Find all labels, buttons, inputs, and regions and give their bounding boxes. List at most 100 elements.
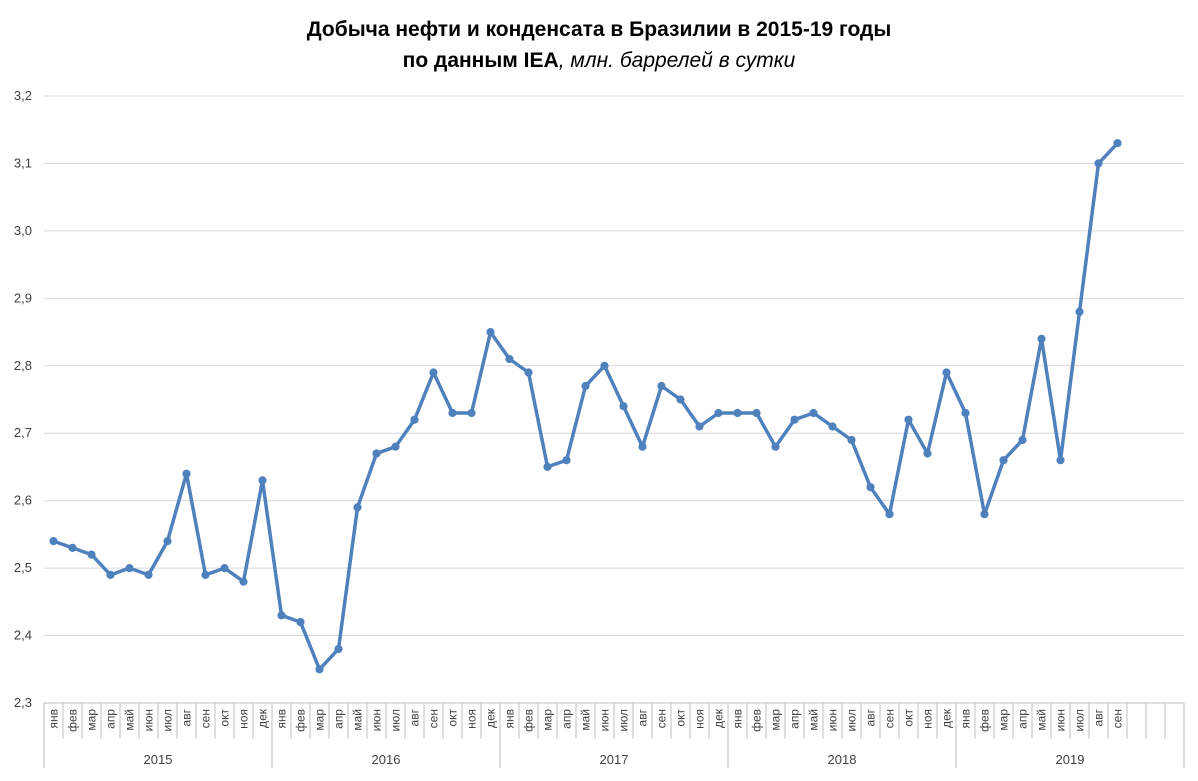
data-point	[676, 395, 685, 404]
data-point	[163, 537, 172, 546]
y-tick-label: 2,3	[14, 695, 32, 710]
data-point	[1113, 139, 1122, 148]
x-tick-label: мар	[313, 709, 327, 731]
data-point	[999, 456, 1008, 465]
x-tick-label: июн	[826, 709, 840, 731]
data-point	[353, 503, 362, 512]
data-point	[68, 543, 77, 553]
x-tick-label: июл	[389, 709, 403, 731]
grid-lines	[44, 95, 1184, 637]
data-point	[657, 381, 666, 391]
x-tick-label: сен	[883, 709, 897, 728]
x-tick-label: окт	[902, 709, 916, 727]
y-axis: 2,3 2,4 2,5 2,6 2,7 2,8 2,9 3,0 3,1 3,2	[14, 88, 32, 710]
data-point	[201, 570, 210, 580]
y-tick-label: 2,9	[14, 290, 32, 305]
x-tick-label: янв	[731, 709, 745, 729]
x-tick-label: янв	[275, 709, 289, 729]
y-tick-label: 2,4	[14, 628, 32, 643]
data-point	[315, 665, 324, 674]
data-point	[581, 381, 590, 391]
x-tick-label: янв	[503, 709, 517, 729]
x-tick-label: фев	[750, 709, 764, 732]
series-line	[51, 141, 1120, 672]
data-point	[600, 361, 609, 370]
x-tick-label: мар	[85, 709, 99, 731]
data-point	[467, 408, 476, 418]
x-tick-label: авг	[864, 708, 878, 726]
x-tick-label: май	[807, 709, 821, 731]
x-tick-label: дек	[712, 708, 726, 728]
data-point	[1094, 159, 1103, 168]
x-tick-label: дек	[940, 708, 954, 728]
data-point	[144, 570, 153, 580]
data-point	[771, 442, 780, 451]
year-label: 2018	[828, 752, 857, 767]
x-tick-label: сен	[1111, 709, 1125, 728]
data-point	[714, 408, 723, 418]
x-tick-label: ноя	[465, 709, 479, 729]
data-point	[562, 456, 571, 465]
x-tick-label: июл	[845, 709, 859, 731]
x-tick-label: авг	[636, 708, 650, 726]
x-tick-label: авг	[180, 708, 194, 726]
data-point	[847, 435, 856, 445]
year-label: 2017	[600, 752, 629, 767]
x-tick-label: мар	[769, 709, 783, 731]
data-point	[258, 476, 267, 485]
data-point	[220, 564, 229, 573]
data-point	[239, 577, 248, 586]
x-tick-label: окт	[218, 709, 232, 727]
data-point	[87, 550, 96, 559]
x-tick-label: сен	[655, 709, 669, 728]
x-tick-label: июн	[1054, 709, 1068, 731]
data-point	[752, 408, 761, 418]
x-tick-label: апр	[560, 709, 574, 729]
y-tick-label: 3,1	[14, 155, 32, 170]
x-tick-label: янв	[47, 709, 61, 729]
y-tick-label: 2,5	[14, 560, 32, 575]
x-tick-label: июн	[370, 709, 384, 731]
data-point	[828, 422, 837, 431]
y-tick-label: 3,0	[14, 223, 32, 238]
x-tick-label: июл	[617, 709, 631, 731]
data-point	[524, 368, 533, 377]
x-tick-label: ноя	[921, 709, 935, 729]
data-point	[277, 611, 286, 620]
x-tick-label: окт	[674, 709, 688, 727]
x-tick-label: мар	[997, 709, 1011, 731]
x-tick-label: май	[123, 709, 137, 731]
data-point	[923, 449, 932, 458]
chart-subtitle-unit: , млн. баррелей в сутки	[558, 49, 796, 72]
x-tick-label: фев	[294, 709, 308, 732]
x-tick-label: мар	[541, 709, 555, 731]
y-tick-label: 2,8	[14, 358, 32, 373]
data-point	[904, 415, 913, 424]
chart-title: Добыча нефти и конденсата в Бразилии в 2…	[306, 18, 892, 41]
x-tick-label: ноя	[237, 709, 251, 729]
data-point	[885, 510, 894, 519]
x-tick-label: авг	[1092, 708, 1106, 726]
y-tick-label: 2,6	[14, 493, 32, 508]
data-point	[49, 537, 58, 546]
x-tick-label: июн	[142, 709, 156, 731]
x-tick-label: сен	[427, 709, 441, 728]
data-point	[543, 462, 552, 471]
data-point	[866, 483, 875, 492]
x-tick-label: апр	[332, 709, 346, 729]
data-point	[391, 442, 400, 451]
data-point	[790, 415, 799, 424]
y-tick-label: 3,2	[14, 88, 32, 103]
x-tick-label: май	[1035, 709, 1049, 731]
year-label: 2015	[144, 752, 173, 767]
x-tick-label: фев	[978, 709, 992, 732]
data-point	[638, 442, 647, 451]
chart-subtitle: по данным IEA	[402, 49, 559, 72]
data-point	[1075, 307, 1084, 316]
x-tick-label: фев	[522, 709, 536, 732]
x-tick-label: май	[579, 709, 593, 731]
data-point	[486, 328, 495, 337]
x-tick-label: июл	[161, 709, 175, 731]
